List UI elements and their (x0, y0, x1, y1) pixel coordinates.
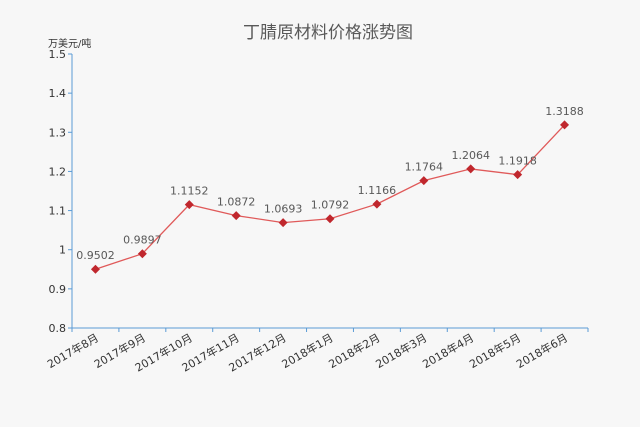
data-point-marker (560, 120, 570, 130)
data-point-marker (325, 214, 335, 224)
data-point-marker (184, 200, 194, 210)
x-tick-label: 2018年6月 (514, 330, 570, 371)
x-tick-label: 2017年8月 (45, 330, 101, 371)
chart-title: 丁腈原材料价格涨势图 (243, 23, 413, 43)
y-tick-label: 0.9 (49, 283, 67, 296)
y-tick-label: 1 (59, 244, 66, 257)
y-tick-label: 0.8 (49, 322, 67, 335)
data-point-marker (137, 249, 147, 259)
data-point-marker (419, 176, 429, 186)
data-label: 1.1918 (498, 155, 537, 168)
data-label: 1.3188 (545, 105, 584, 118)
x-tick-label: 2018年3月 (373, 330, 429, 371)
y-tick-label: 1.2 (49, 165, 67, 178)
data-point-marker (466, 164, 476, 174)
y-tick-label: 1.5 (49, 48, 67, 61)
data-label: 0.9897 (123, 234, 162, 247)
data-label: 1.0872 (217, 196, 256, 209)
data-point-marker (372, 199, 382, 209)
data-label: 1.2064 (451, 149, 490, 162)
data-point-marker (513, 170, 523, 180)
series-line (95, 124, 566, 270)
x-tick-label: 2018年2月 (326, 330, 382, 371)
data-point-marker (90, 264, 100, 274)
data-label: 1.1166 (358, 184, 397, 197)
data-label: 0.9502 (76, 249, 115, 262)
data-label: 1.0792 (311, 199, 350, 212)
data-label: 1.0693 (264, 203, 303, 216)
data-point-marker (231, 211, 241, 221)
x-tick-label: 2018年5月 (467, 330, 523, 371)
x-tick-label: 2018年4月 (420, 330, 476, 371)
data-label: 1.1764 (405, 161, 444, 174)
data-point-marker (278, 218, 288, 228)
data-label: 1.1152 (170, 185, 209, 198)
y-tick-label: 1.4 (49, 87, 67, 100)
y-axis-unit-label: 万美元/吨 (48, 37, 91, 50)
y-tick-label: 1.3 (49, 126, 67, 139)
x-tick-label: 2018年1月 (279, 330, 335, 371)
y-tick-label: 1.1 (49, 205, 67, 218)
plot-area: 0.9502 0.9897 1.1152 1.0872 1.0693 1.0792 1.11… (76, 105, 584, 274)
